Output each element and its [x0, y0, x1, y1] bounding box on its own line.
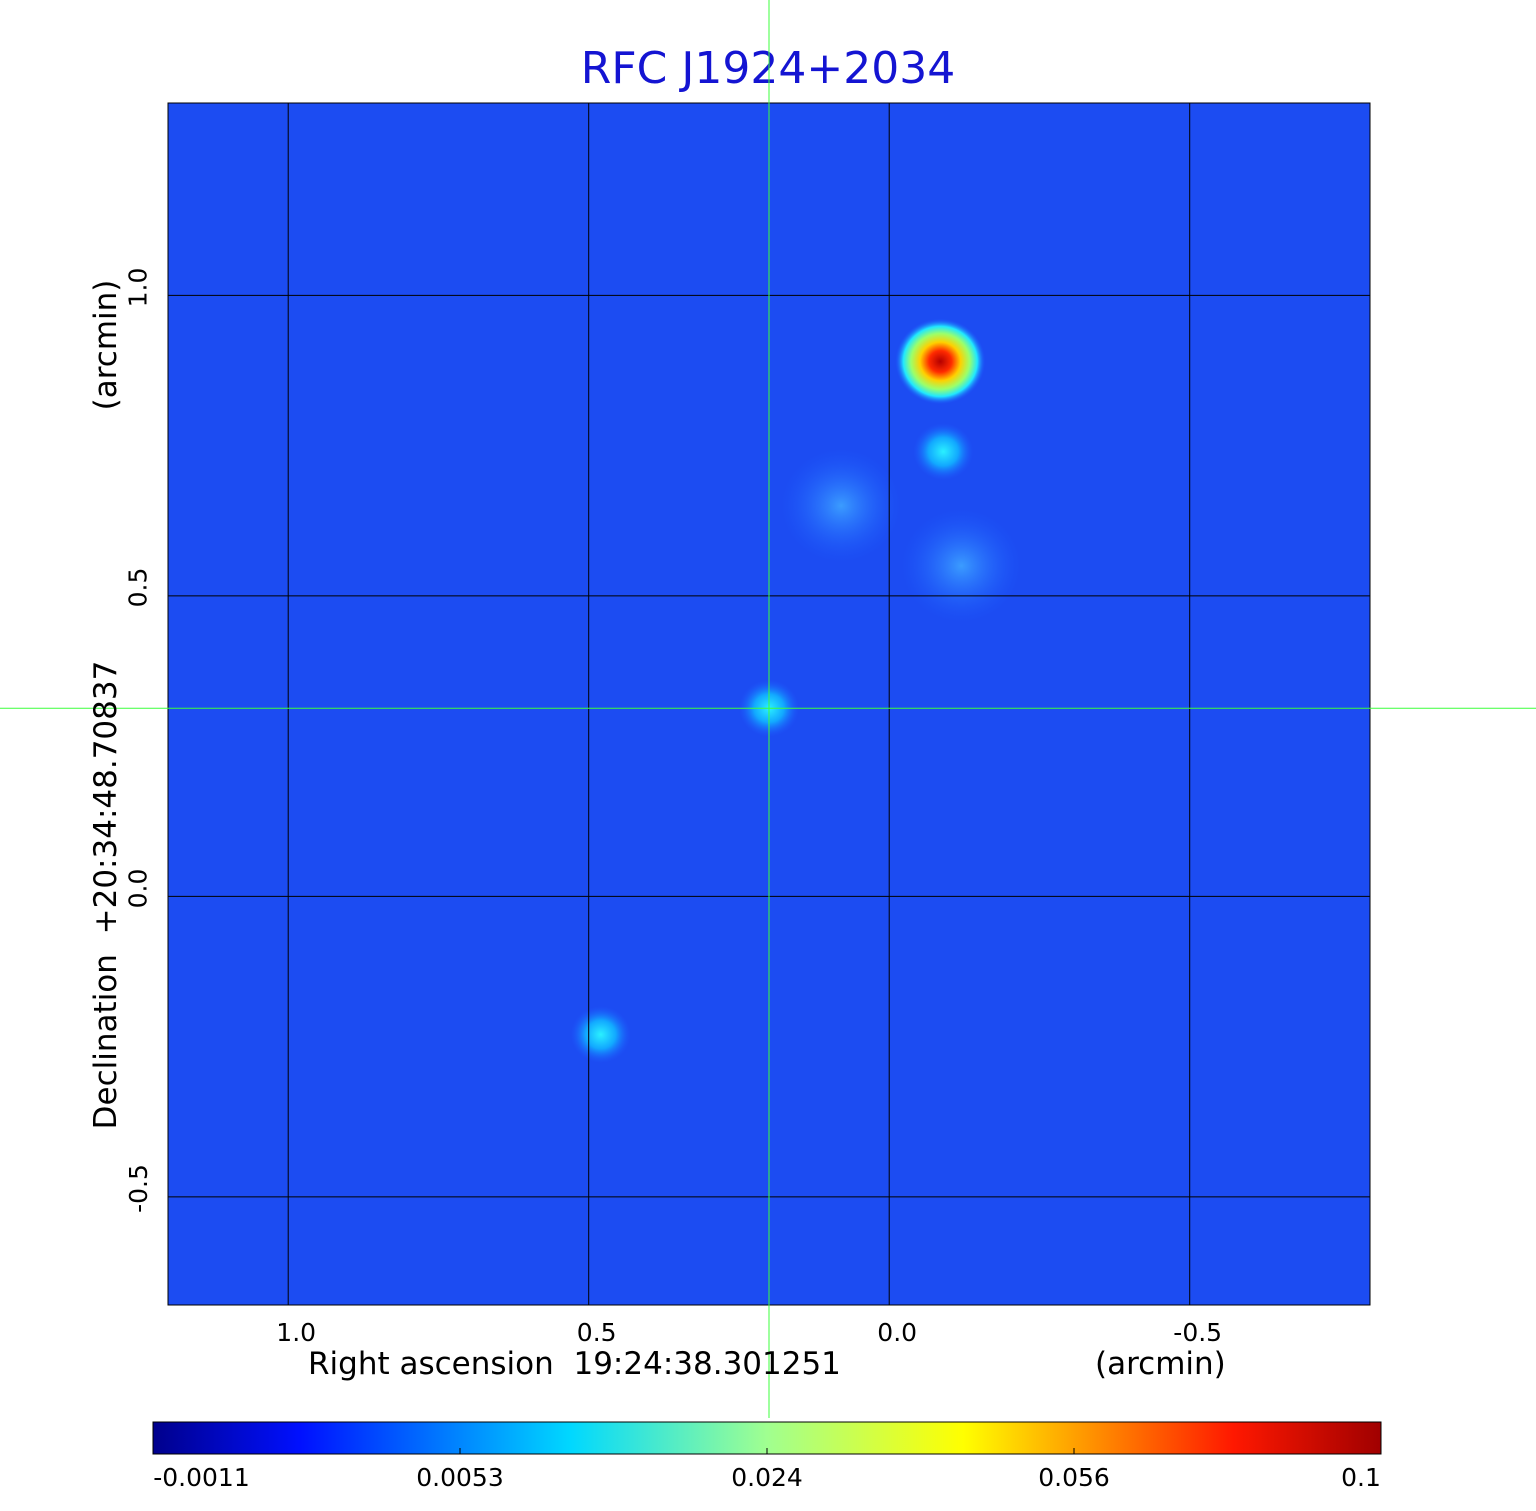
- source-4: [570, 1006, 631, 1064]
- colorbar-tick-label: -0.0011: [153, 1463, 250, 1492]
- x-axis-unit: (arcmin): [1095, 1346, 1226, 1382]
- colorbar-tick-label: 0.024: [731, 1463, 803, 1492]
- y-tick-label: 1.0: [123, 267, 153, 308]
- x-tick-label: -0.5: [1173, 1318, 1223, 1347]
- source-6: [781, 448, 902, 563]
- x-tick-label: 1.0: [276, 1318, 317, 1347]
- y-axis-label: Declination +20:34:48.70837: [88, 660, 124, 1130]
- chart-title: RFC J1924+2034: [580, 43, 956, 94]
- y-tick-label: -0.5: [123, 1164, 153, 1214]
- source-5: [901, 508, 1022, 623]
- colorbar-tick-label: 0.1: [1341, 1463, 1381, 1492]
- x-tick-label: 0.5: [576, 1318, 617, 1347]
- y-axis-unit: (arcmin): [88, 279, 124, 411]
- source-1: [895, 318, 986, 405]
- source-2: [913, 423, 974, 481]
- y-tick-label: 0.0: [123, 868, 153, 909]
- x-axis-label: Right ascension 19:24:38.301251: [308, 1346, 841, 1382]
- y-tick-label: 0.5: [123, 567, 153, 608]
- colorbar-tick-label: 0.0053: [416, 1463, 504, 1492]
- colorbar-tick-label: 0.056: [1038, 1463, 1110, 1492]
- x-tick-label: 0.0: [877, 1318, 918, 1347]
